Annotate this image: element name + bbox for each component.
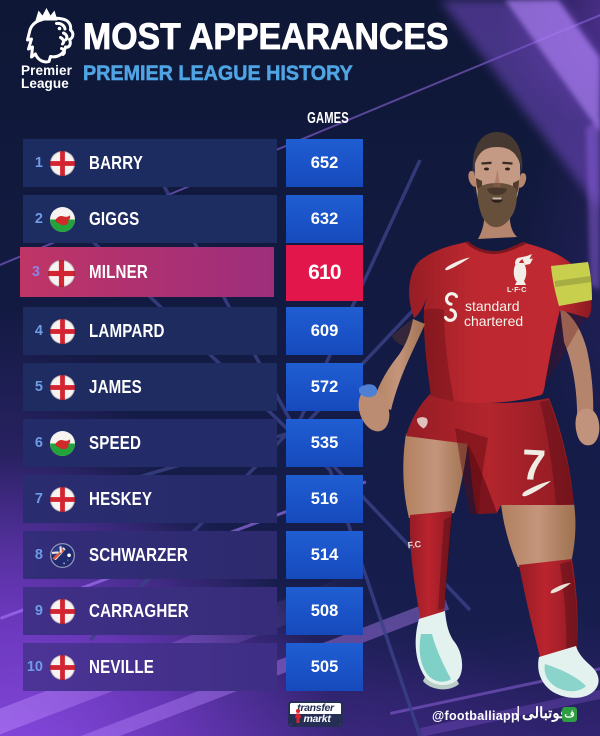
svg-text:chartered: chartered <box>464 313 523 329</box>
svg-text:L·F·C: L·F·C <box>507 285 527 294</box>
svg-text:standard: standard <box>465 298 519 314</box>
svg-text:7: 7 <box>520 441 546 490</box>
svg-text:F.C: F.C <box>407 539 422 550</box>
